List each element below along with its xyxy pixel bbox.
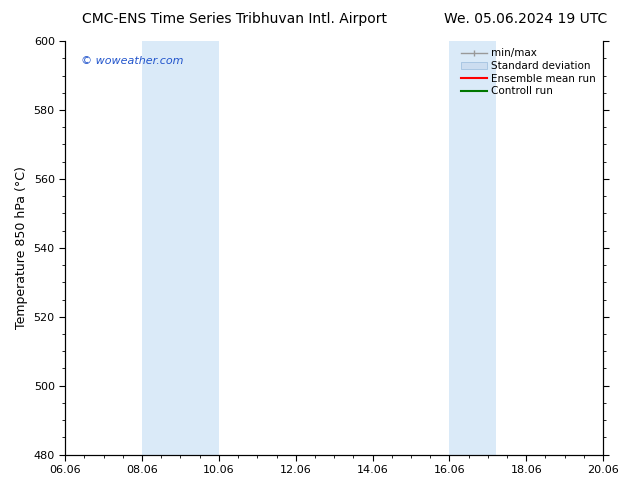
Text: CMC-ENS Time Series Tribhuvan Intl. Airport: CMC-ENS Time Series Tribhuvan Intl. Airp… bbox=[82, 12, 387, 26]
Bar bbox=[142, 41, 219, 455]
Legend: min/max, Standard deviation, Ensemble mean run, Controll run: min/max, Standard deviation, Ensemble me… bbox=[459, 46, 598, 98]
Text: © woweather.com: © woweather.com bbox=[81, 55, 184, 66]
Bar bbox=[450, 41, 496, 455]
Y-axis label: Temperature 850 hPa (°C): Temperature 850 hPa (°C) bbox=[15, 167, 28, 329]
Text: We. 05.06.2024 19 UTC: We. 05.06.2024 19 UTC bbox=[444, 12, 607, 26]
